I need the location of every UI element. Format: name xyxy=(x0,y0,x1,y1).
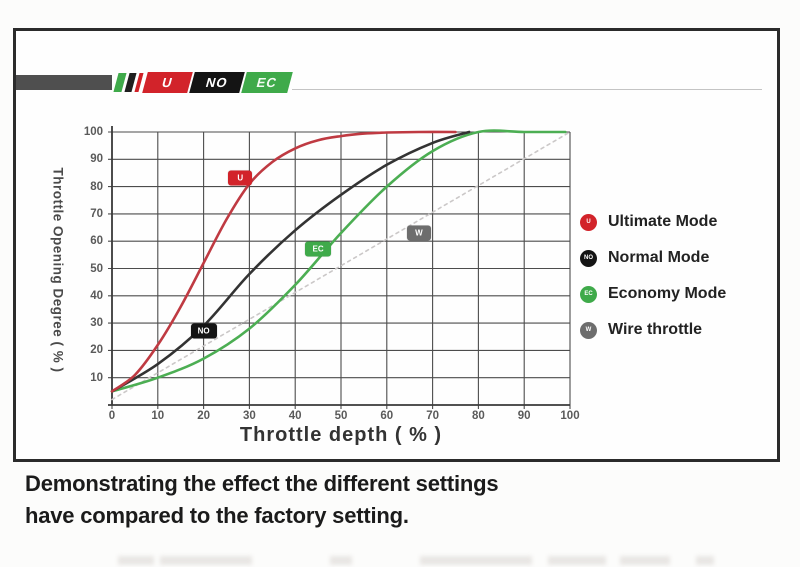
economy-dot-letter: EC xyxy=(584,291,593,297)
x-tick-label: 10 xyxy=(151,410,165,422)
chart-badge-u: U xyxy=(228,170,253,186)
x-tick-label: 20 xyxy=(197,410,210,422)
cropped-content-smudge xyxy=(330,556,352,565)
ultimate-mode-icon: U xyxy=(580,213,597,231)
legend-label-economy: Economy Mode xyxy=(608,285,727,302)
normal-mode-icon: NO xyxy=(580,249,597,267)
legend: U Ultimate Mode NO Normal Mode EC Econom… xyxy=(580,213,726,339)
y-tick-label: 80 xyxy=(90,180,103,193)
chart-badge-ec: EC xyxy=(305,241,332,257)
logo-underline xyxy=(292,89,762,90)
y-axis-title: Throttle Opening Degree ( % ) xyxy=(50,167,66,373)
chart-badge-no: NO xyxy=(190,323,217,339)
wire-dot-letter: W xyxy=(585,327,592,333)
logo-segment-u: U xyxy=(142,72,193,93)
x-tick-label: 80 xyxy=(471,410,485,422)
logo-segment-no-label: NO xyxy=(204,75,230,90)
cropped-content-smudge xyxy=(548,556,606,565)
x-tick-label: 90 xyxy=(517,410,531,422)
y-tick-label: 100 xyxy=(83,126,103,138)
legend-item-normal-mode: NO Normal Mode xyxy=(580,249,726,267)
y-tick-label: 60 xyxy=(90,235,103,248)
caption-line-1: Demonstrating the effect the different s… xyxy=(25,471,499,496)
y-tick-label: 70 xyxy=(90,207,103,220)
y-tick-label: 10 xyxy=(90,371,103,384)
economy-mode-icon: EC xyxy=(580,285,597,303)
y-tick-label: 30 xyxy=(90,317,103,330)
y-tick-label: 50 xyxy=(90,262,103,275)
logo-gray-bar xyxy=(16,75,112,90)
x-axis-title: Throttle depth ( % ) xyxy=(239,424,443,446)
normal-dot-letter: NO xyxy=(584,255,593,261)
x-tick-label: 100 xyxy=(560,410,580,422)
logo-segment-ec: EC xyxy=(241,72,293,93)
cropped-content-smudge xyxy=(420,556,532,565)
legend-item-ultimate-mode: U Ultimate Mode xyxy=(580,213,726,231)
cropped-content-smudge xyxy=(160,556,252,565)
legend-item-economy-mode: EC Economy Mode xyxy=(580,285,726,303)
cropped-content-smudge xyxy=(696,556,714,565)
x-tick-label: 70 xyxy=(426,410,439,422)
x-tick-label: 40 xyxy=(288,410,302,422)
cropped-content-smudge xyxy=(118,556,154,565)
y-tick-label: 90 xyxy=(90,153,103,166)
legend-label-ultimate: Ultimate Mode xyxy=(608,213,718,230)
logo-segment-no: NO xyxy=(189,72,245,93)
chart-badge-w: W xyxy=(406,225,431,241)
legend-label-normal: Normal Mode xyxy=(608,249,710,266)
caption-line-2: have compared to the factory setting. xyxy=(25,502,409,528)
legend-item-wire-throttle: W Wire throttle xyxy=(580,321,726,339)
logo-segment-ec-label: EC xyxy=(254,75,280,90)
cropped-content-smudge xyxy=(620,556,670,565)
x-tick-label: 60 xyxy=(380,410,394,422)
x-tick-label: 50 xyxy=(334,410,348,422)
wire-throttle-icon: W xyxy=(580,321,597,339)
figure-caption: Demonstrating the effect the different s… xyxy=(25,468,499,532)
legend-label-wire: Wire throttle xyxy=(608,321,703,338)
logo-segment-u-label: U xyxy=(160,75,175,90)
x-tick-label: 0 xyxy=(108,410,116,422)
x-tick-label: 30 xyxy=(242,410,256,422)
y-tick-label: 40 xyxy=(90,289,103,302)
ultimate-dot-letter: U xyxy=(586,219,591,225)
y-tick-label: 20 xyxy=(90,344,103,357)
